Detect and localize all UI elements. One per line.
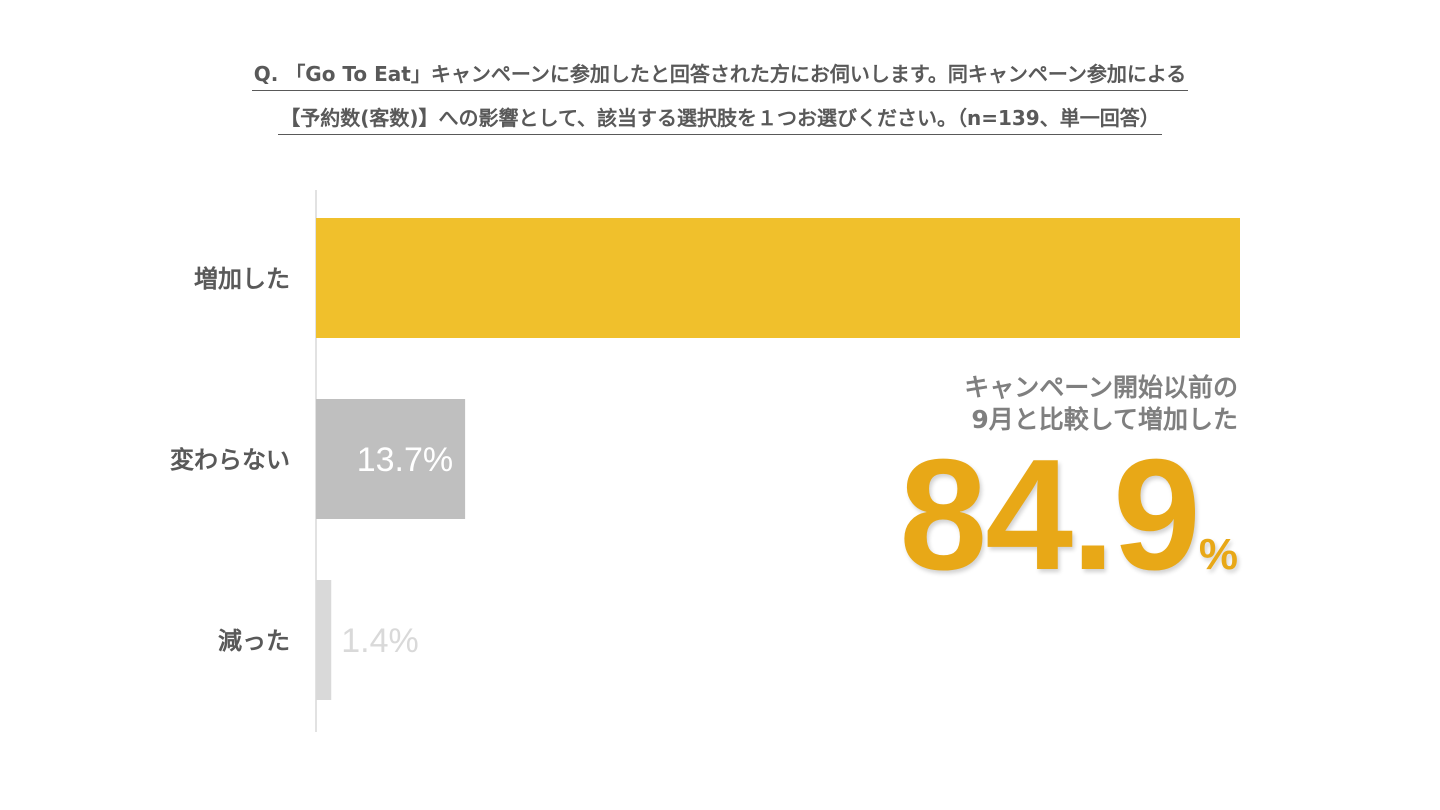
data-label-2: 1.4% xyxy=(341,622,419,660)
chart-title-line-2: 【予約数(客数)】への影響として、該当する選択肢を１つお選びください。（n=13… xyxy=(0,106,1440,135)
bar-2 xyxy=(316,580,332,700)
chart-title-line-2-text: 【予約数(客数)】への影響として、該当する選択肢を１つお選びください。（n=13… xyxy=(278,106,1162,135)
category-label-1: 変わらない xyxy=(170,446,290,474)
highlight-value: 84.9% xyxy=(899,436,1238,594)
highlight-unit: % xyxy=(1198,530,1238,579)
bar-0 xyxy=(316,218,1240,338)
callout-line-1: キャンペーン開始以前の xyxy=(964,373,1238,402)
category-label-0: 増加した xyxy=(194,265,290,293)
callout-line-2: 9月と比較して増加した xyxy=(971,405,1238,434)
category-label-2: 減った xyxy=(218,627,290,655)
highlight-number: 84.9 xyxy=(899,427,1201,603)
bar-1 xyxy=(316,399,466,519)
chart-title-line-1-text: Q. 「Go To Eat」キャンペーンに参加したと回答された方にお伺いします。… xyxy=(251,62,1189,91)
data-label-1: 13.7% xyxy=(357,441,453,479)
chart-title-line-1: Q. 「Go To Eat」キャンペーンに参加したと回答された方にお伺いします。… xyxy=(0,62,1440,91)
